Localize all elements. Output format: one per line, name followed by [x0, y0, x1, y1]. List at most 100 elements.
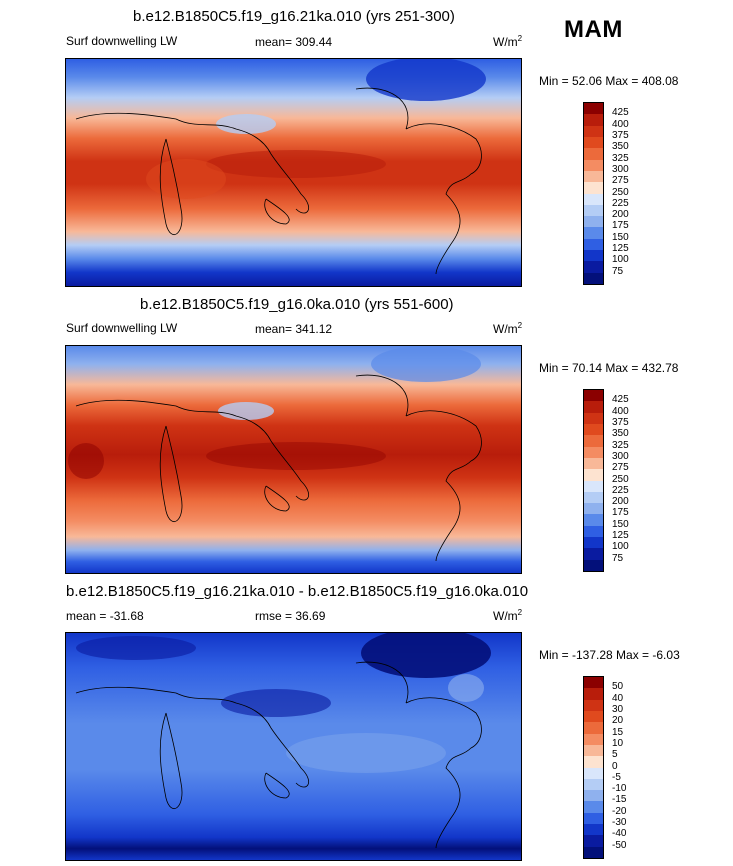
colorbar-swatch	[584, 514, 603, 526]
colorbar-level-label: 10	[612, 737, 624, 749]
colorbar-swatch	[584, 710, 603, 723]
colorbar-swatch	[584, 125, 603, 137]
panel-3-colorbar	[583, 676, 604, 859]
colorbar-level-label: 175	[612, 220, 629, 232]
colorbar-swatch	[584, 412, 603, 424]
colorbar-swatch	[584, 390, 603, 402]
colorbar-swatch	[584, 446, 603, 458]
colorbar-swatch	[584, 503, 603, 515]
colorbar-level-label: 30	[612, 703, 624, 715]
colorbar-level-label: 175	[612, 507, 629, 519]
colorbar-swatch	[584, 261, 603, 273]
panel-2-title: b.e12.B1850C5.f19_g16.0ka.010 (yrs 551-6…	[140, 296, 454, 313]
panel-3-rmse-label: rmse = 36.69	[255, 609, 326, 623]
panel-2-minmax: Min = 70.14 Max = 432.78	[539, 361, 679, 375]
colorbar-swatch	[584, 238, 603, 251]
colorbar-level-label: -40	[612, 828, 627, 840]
colorbar-swatch	[584, 457, 603, 470]
colorbar-swatch	[584, 722, 603, 734]
colorbar-swatch	[584, 525, 603, 538]
colorbar-swatch	[584, 744, 603, 757]
panel-1-title: b.e12.B1850C5.f19_g16.21ka.010 (yrs 251-…	[133, 8, 455, 25]
colorbar-level-label: 350	[612, 428, 629, 440]
colorbar-level-label: 40	[612, 692, 624, 704]
colorbar-level-label: 275	[612, 175, 629, 187]
colorbar-level-label: 350	[612, 141, 629, 153]
colorbar-swatch	[584, 801, 603, 813]
colorbar-level-label: 400	[612, 118, 629, 130]
colorbar-swatch	[584, 193, 603, 205]
colorbar-level-label: 275	[612, 462, 629, 474]
panel-1-variable-label: Surf downwelling LW	[66, 34, 178, 48]
panel-2-units: W/m2	[493, 321, 523, 336]
colorbar-swatch	[584, 677, 603, 689]
colorbar-swatch	[584, 469, 603, 481]
panel-1-coastlines	[75, 87, 482, 275]
colorbar-swatch	[584, 846, 603, 858]
colorbar-swatch	[584, 148, 603, 160]
colorbar-level-label: -20	[612, 805, 627, 817]
colorbar-swatch	[584, 159, 603, 171]
colorbar-swatch	[584, 548, 603, 560]
panel-1-units: W/m2	[493, 34, 523, 49]
panel-3-map	[65, 632, 522, 861]
panel-2-mean-label: mean= 341.12	[255, 322, 333, 336]
colorbar-swatch	[584, 688, 603, 700]
colorbar-swatch	[584, 559, 603, 571]
colorbar-level-label: 20	[612, 715, 624, 727]
panel-1-colorbar-labels: 425 400 375 350 325 300 275 250 225 200 175 150 125 1…	[612, 102, 642, 285]
colorbar-level-label: 225	[612, 484, 629, 496]
panel-1-colorbar	[583, 102, 604, 285]
colorbar-level-label: 300	[612, 450, 629, 462]
colorbar-level-label: 225	[612, 197, 629, 209]
colorbar-level-label: 425	[612, 107, 629, 119]
colorbar-level-label: 5	[612, 749, 618, 761]
panel-3-minmax: Min = -137.28 Max = -6.03	[539, 648, 680, 662]
colorbar-swatch	[584, 778, 603, 791]
colorbar-level-label: 375	[612, 416, 629, 428]
panel-2-coastlines	[75, 374, 482, 562]
colorbar-level-label: 150	[612, 231, 629, 243]
colorbar-swatch	[584, 227, 603, 239]
colorbar-level-label: 125	[612, 243, 629, 255]
colorbar-level-label: 0	[612, 760, 618, 772]
colorbar-level-label: 125	[612, 530, 629, 542]
colorbar-swatch	[584, 824, 603, 836]
colorbar-level-label: 250	[612, 186, 629, 198]
panel-2-colorbar-labels: 425 400 375 350 325 300 275 250 225 200 175 150 125 1…	[612, 389, 642, 572]
colorbar-swatch	[584, 401, 603, 413]
panel-3-units: W/m2	[493, 608, 523, 623]
colorbar-level-label: 250	[612, 473, 629, 485]
panel-3-mean-label: mean = -31.68	[66, 609, 144, 623]
colorbar-swatch	[584, 491, 603, 504]
colorbar-level-label: 100	[612, 541, 629, 553]
colorbar-level-label: 200	[612, 496, 629, 508]
panel-1-map	[65, 58, 522, 287]
colorbar-swatch	[584, 136, 603, 149]
colorbar-swatch	[584, 272, 603, 284]
colorbar-level-label: -15	[612, 794, 627, 806]
colorbar-swatch	[584, 182, 603, 194]
colorbar-level-label: 300	[612, 163, 629, 175]
colorbar-level-label: 400	[612, 405, 629, 417]
colorbar-swatch	[584, 250, 603, 262]
colorbar-level-label: -5	[612, 771, 621, 783]
panel-2-variable-label: Surf downwelling LW	[66, 321, 178, 335]
panel-1-mean-label: mean= 309.44	[255, 35, 333, 49]
colorbar-swatch	[584, 216, 603, 228]
colorbar-swatch	[584, 114, 603, 126]
colorbar-level-label: -30	[612, 817, 627, 829]
colorbar-level-label: 325	[612, 152, 629, 164]
panel-2-map	[65, 345, 522, 574]
colorbar-level-label: 150	[612, 518, 629, 530]
colorbar-swatch	[584, 103, 603, 115]
panel-2-colorbar	[583, 389, 604, 572]
colorbar-level-label: -50	[612, 839, 627, 851]
panel-3-colorbar-labels: 50 40 30 20 15 10 5 0 -5 -10 -15 -20 -30 -40 -50	[612, 676, 642, 859]
colorbar-level-label: 425	[612, 394, 629, 406]
colorbar-level-label: 75	[612, 265, 624, 277]
colorbar-swatch	[584, 733, 603, 745]
colorbar-swatch	[584, 435, 603, 447]
panel-3-title: b.e12.B1850C5.f19_g16.21ka.010 - b.e12.B…	[66, 583, 529, 600]
colorbar-level-label: -10	[612, 783, 627, 795]
